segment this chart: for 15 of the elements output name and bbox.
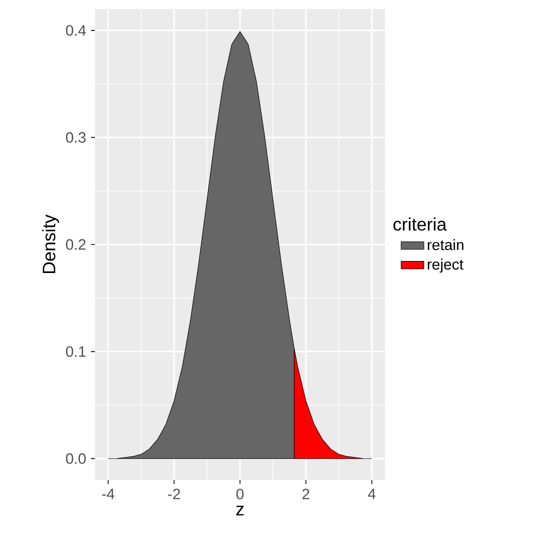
legend-label: retain <box>428 239 464 250</box>
y-tick-label: 0.4 <box>66 25 86 36</box>
x-tick-label: -2 <box>168 488 180 500</box>
y-tick-label: 0.3 <box>66 132 86 143</box>
x-tick-label: -4 <box>102 488 114 500</box>
x-tick-label: 0 <box>236 488 244 500</box>
x-tick-label: 4 <box>368 488 376 500</box>
y-tick-label: 0.1 <box>66 346 86 357</box>
y-tick-label: 0.2 <box>66 239 86 250</box>
y-axis-title: Density <box>42 214 59 274</box>
x-axis-title: z <box>236 506 244 516</box>
legend-title: criteria <box>393 217 447 231</box>
y-tick-label: 0.0 <box>66 453 86 464</box>
legend-label: reject <box>428 258 464 273</box>
x-tick-label: 2 <box>302 488 310 500</box>
